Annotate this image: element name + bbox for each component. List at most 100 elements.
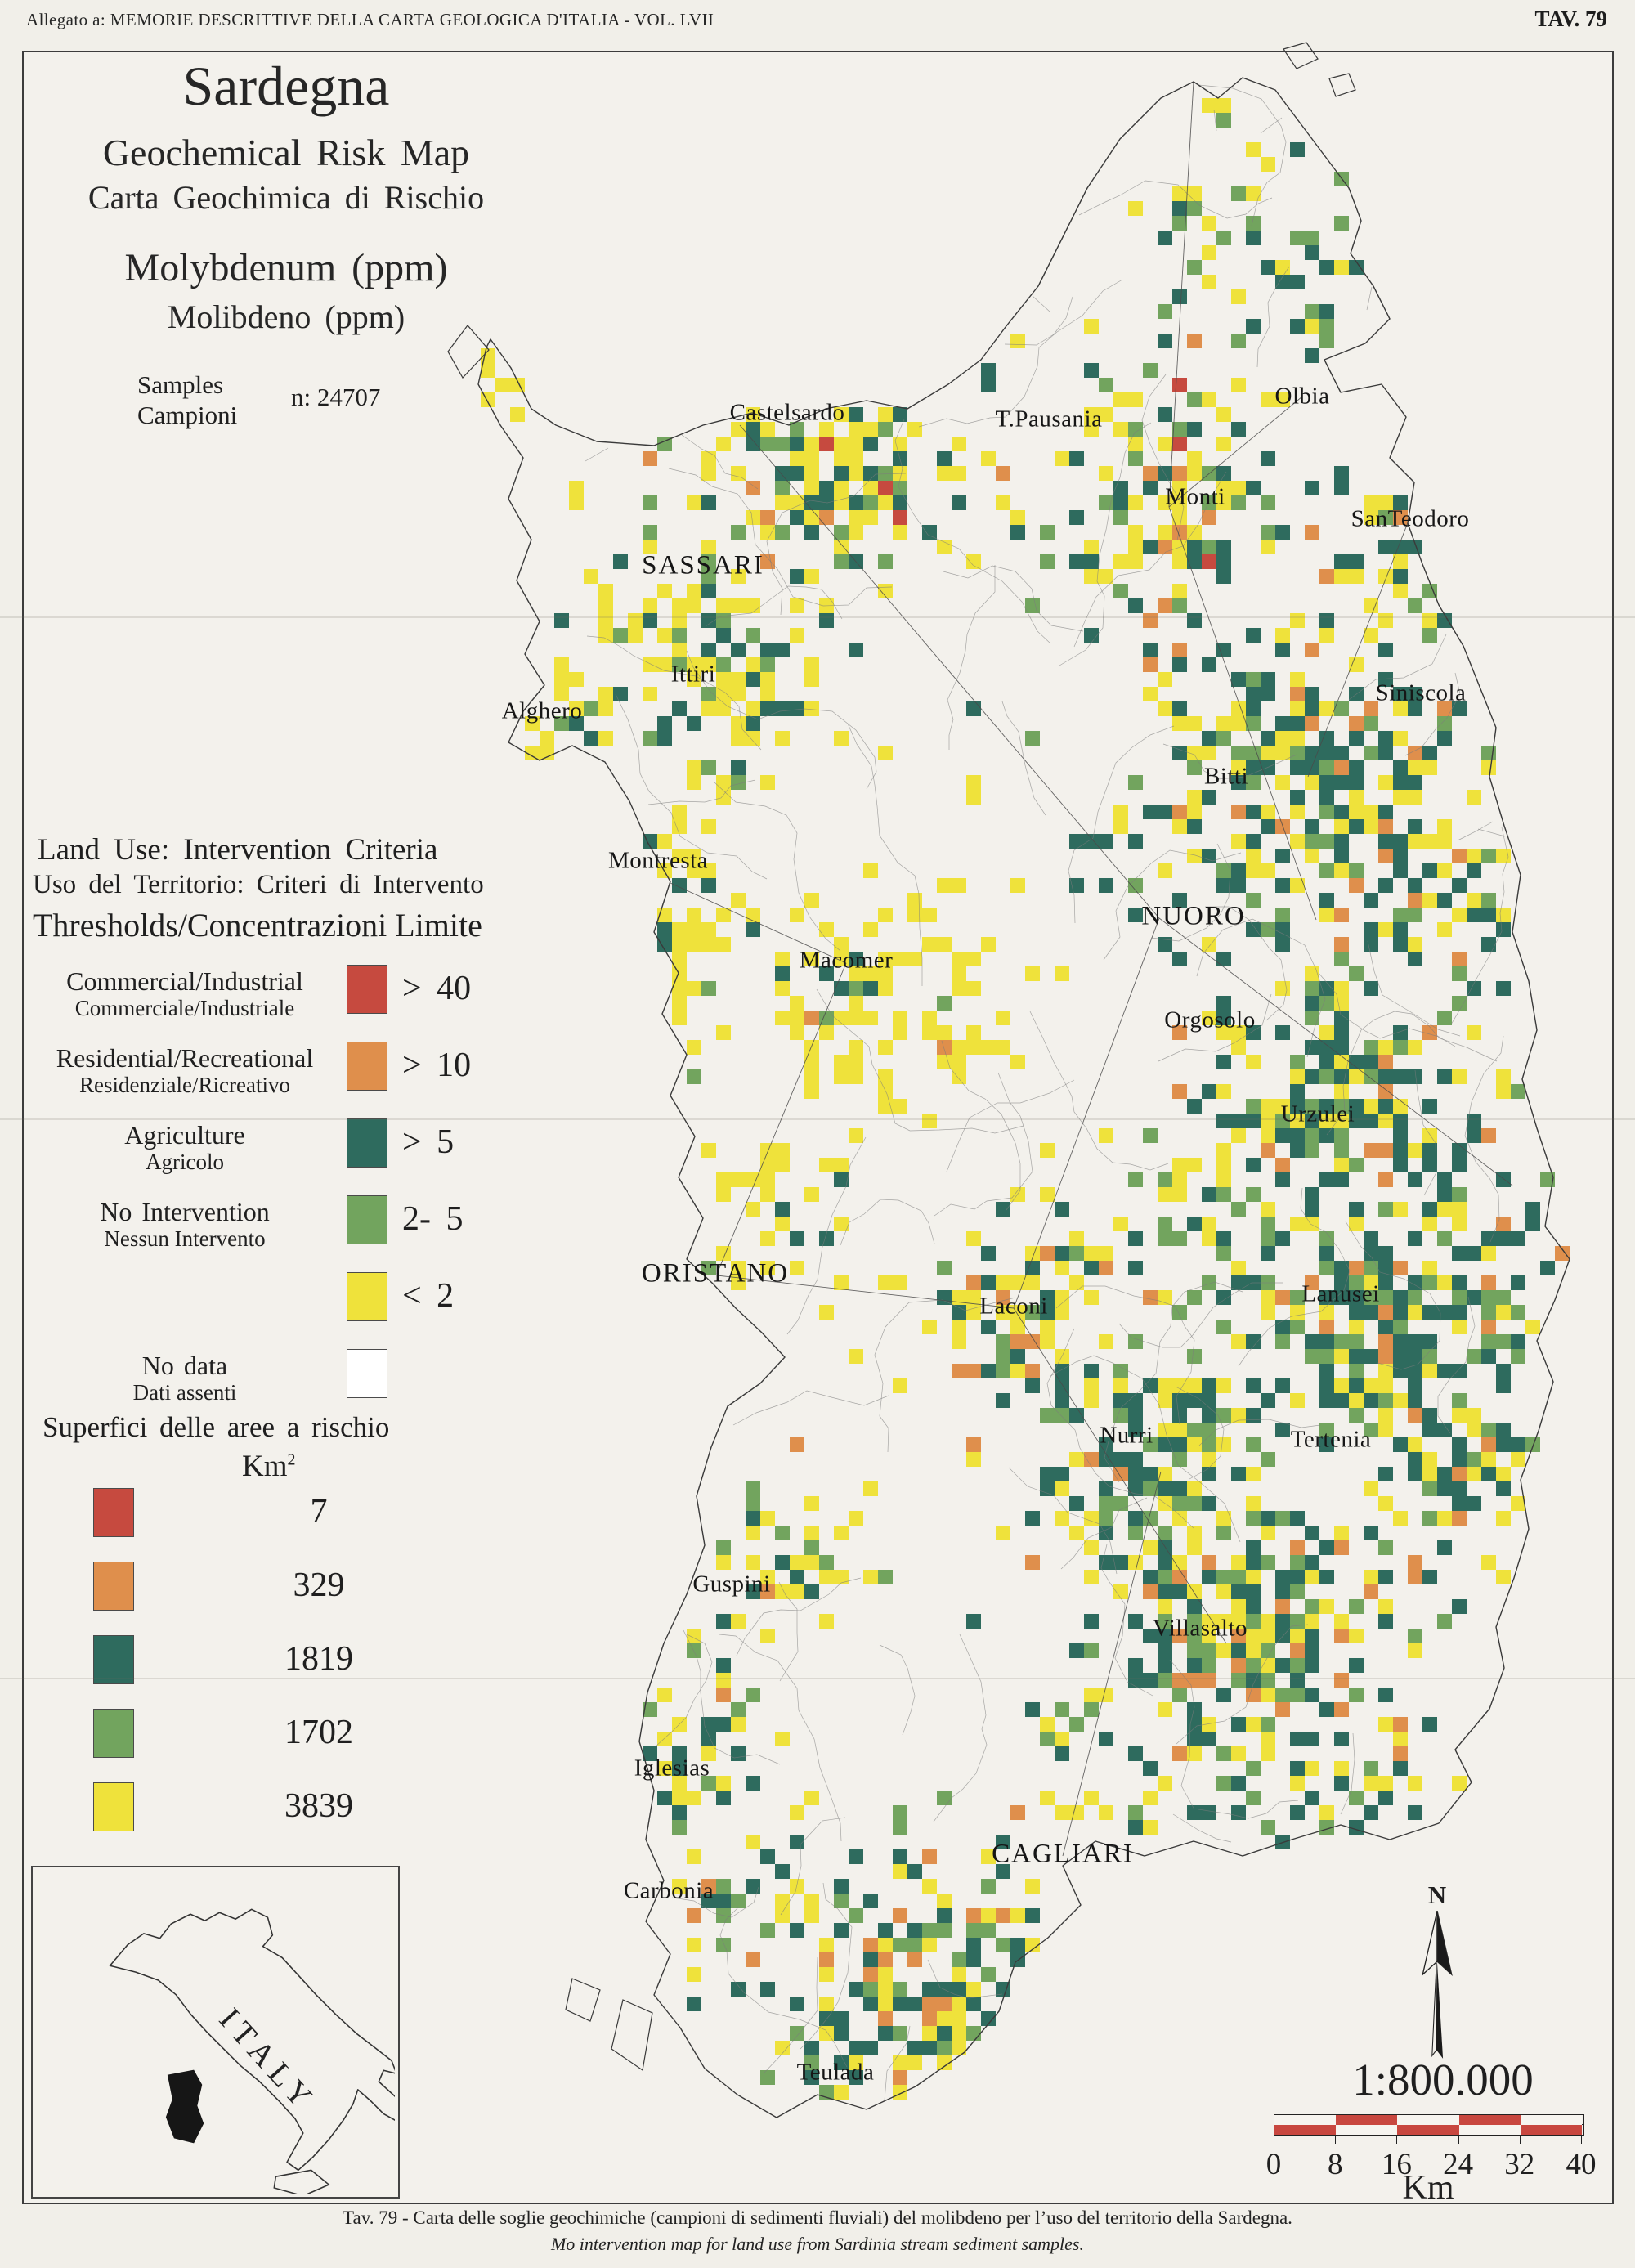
italy-inset: ITALY (31, 1866, 409, 2199)
legend-class-labels (33, 1262, 337, 1339)
legend-color-swatch (347, 1042, 387, 1091)
legend-color-swatch (93, 1488, 134, 1537)
legend-color-swatch (347, 965, 387, 1014)
map-place-label: ORISTANO (641, 1258, 790, 1289)
legend-area-row: 3839 (33, 1773, 409, 1846)
scale-bar-segment (1458, 2125, 1521, 2135)
legend-color-swatch (347, 1349, 387, 1398)
scale-tick (1581, 2135, 1582, 2144)
inset-sardinia-filled (165, 2069, 204, 2144)
legend-color-swatch (93, 1782, 134, 1831)
legend-area-value: 7 (310, 1493, 328, 1531)
legend-class-name-en: Residential/Recreational (56, 1042, 314, 1073)
legend-class-threshold: < 2 (402, 1277, 455, 1315)
italy-inset-svg: ITALY (109, 1908, 409, 2197)
samples-count: n: 24707 (291, 383, 381, 411)
legend-class-name-en: No Intervention (100, 1196, 270, 1226)
legend-class-threshold: > 10 (402, 1047, 472, 1084)
scale-tick-label: 16 (1381, 2148, 1412, 2181)
title-element-it: Molibdeno (ppm) (167, 298, 405, 335)
legend-class-name-it: Agricolo (146, 1149, 224, 1174)
legend-class-name-en: Agriculture (124, 1119, 245, 1150)
map-place-label: Villasalto (1152, 1615, 1248, 1642)
title-sub-it: Carta Geochimica di Rischio (87, 179, 485, 216)
north-label: N (1427, 1880, 1447, 1909)
scale-tick (1396, 2135, 1398, 2144)
scale-tick-label: 32 (1504, 2148, 1535, 2181)
scale-bar-segment (1397, 2115, 1459, 2125)
scale-bar-segment (1520, 2125, 1582, 2135)
map-place-label: SASSARI (642, 550, 764, 580)
legend-class-row: Commercial/Industrial Commerciale/Industr… (33, 955, 556, 1032)
map-place-label: Monti (1165, 483, 1225, 510)
header-allegato: Allegato a: MEMORIE DESCRITTIVE DELLA CA… (26, 10, 714, 29)
legend-class-row: Residential/Recreational Residenziale/Ric… (33, 1032, 556, 1109)
samples-label-it: Campioni (137, 401, 238, 429)
legend-class-threshold: > 5 (402, 1123, 455, 1161)
legend-class-labels: No Intervention Nessun Intervento (33, 1186, 337, 1262)
scale-tick-label: 24 (1443, 2148, 1474, 2181)
scale-tick (1458, 2135, 1459, 2144)
legend-class-name-it: Nessun Intervento (104, 1226, 266, 1251)
legend-area-value: 1819 (284, 1640, 353, 1678)
legend-area-row: 1702 (33, 1699, 409, 1773)
legend-class-labels: No data Dati assenti (33, 1339, 337, 1416)
map-place-label: NUORO (1141, 901, 1246, 931)
scale-tick-label: 40 (1566, 2148, 1597, 2181)
title-element-en: Molybdenum (ppm) (124, 246, 448, 289)
map-place-label: Urzulei (1280, 1100, 1355, 1127)
map-place-label: Carbonia (623, 1877, 714, 1904)
areas-unit: Km2 (242, 1450, 296, 1483)
scale-bar (1274, 2114, 1584, 2136)
scale-bar-segment (1520, 2115, 1582, 2125)
legend-class-name-en: Commercial/Industrial (66, 966, 303, 996)
legend-area-row: 7 (33, 1478, 409, 1552)
map-place-label: SanTeodoro (1351, 505, 1470, 532)
scale-tick (1335, 2135, 1337, 2144)
map-place-label: Teulada (796, 2059, 875, 2086)
legend-class-labels: Commercial/Industrial Commerciale/Industr… (33, 955, 337, 1032)
legend-color-swatch (347, 1272, 387, 1321)
map-place-label: Macomer (799, 947, 894, 974)
scale-tick-label: 8 (1327, 2148, 1343, 2181)
legend-area-row: 329 (33, 1552, 409, 1625)
map-place-label: Lanusei (1301, 1280, 1380, 1307)
caption-line1: Tav. 79 - Carta delle soglie geochimiche… (343, 2207, 1292, 2228)
legend-color-swatch (93, 1709, 134, 1758)
scale-bar-segment (1458, 2115, 1521, 2125)
legend-class-name-en: No data (141, 1350, 228, 1380)
legend-area-value: 329 (293, 1567, 345, 1604)
legend-class-row: No Intervention Nessun Intervento 2- 5 (33, 1186, 556, 1262)
scale-tick (1519, 2135, 1521, 2144)
legend-class-row: < 2 (33, 1262, 556, 1339)
scale-tick-label: 0 (1265, 2148, 1282, 2181)
legend-areas: 7 329 1819 1702 3839 (33, 1478, 409, 1846)
inset-italy-label: ITALY (213, 2001, 325, 2120)
map-place-label: Castelsardo (729, 399, 845, 426)
paper-crease (0, 616, 1635, 618)
map-place-label: Olbia (1274, 383, 1330, 410)
sicily-outline (273, 2169, 330, 2197)
map-place-label: Ittiri (670, 661, 716, 688)
scale-ratio: 1:800.000 (1352, 2055, 1534, 2104)
legend-area-row: 1819 (33, 1625, 409, 1699)
legend-color-swatch (93, 1635, 134, 1684)
title-sub-en: Geochemical Risk Map (102, 132, 470, 173)
legend-class-name-it: Commerciale/Industriale (74, 995, 295, 1020)
legend-area-value: 3839 (284, 1787, 353, 1825)
header-tav: TAV. 79 (1534, 7, 1607, 31)
legend-thresholds-title: Thresholds/Concentrazioni Limite (33, 907, 482, 944)
legend-class-threshold: > 40 (402, 970, 472, 1007)
areas-title: Superfici delle aree a rischio (43, 1411, 390, 1443)
scale-unit: Km (1402, 2169, 1454, 2207)
paper-crease (0, 1118, 1635, 1120)
samples-labels: Samples Campioni (137, 370, 237, 430)
map-place-label: CAGLIARI (992, 1839, 1134, 1869)
map-place-label: Iglesias (634, 1755, 710, 1782)
legend-class-labels: Agriculture Agricolo (33, 1109, 337, 1186)
map-place-label: Alghero (501, 697, 583, 724)
map-place-label: Siniscola (1375, 679, 1467, 706)
map-place-label: Guspini (692, 1571, 771, 1598)
map-place-label: Laconi (979, 1293, 1048, 1320)
legend-classes: Commercial/Industrial Commerciale/Industr… (33, 955, 556, 1416)
